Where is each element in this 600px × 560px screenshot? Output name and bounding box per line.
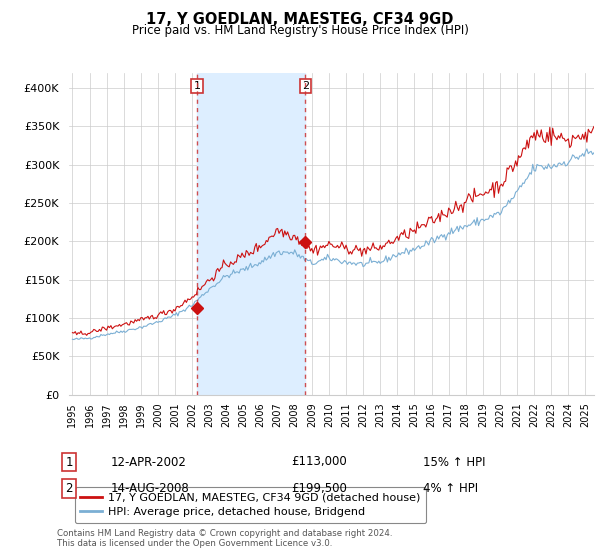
Text: 14-AUG-2008: 14-AUG-2008: [111, 482, 190, 496]
Text: Price paid vs. HM Land Registry's House Price Index (HPI): Price paid vs. HM Land Registry's House …: [131, 24, 469, 37]
Legend: 17, Y GOEDLAN, MAESTEG, CF34 9GD (detached house), HPI: Average price, detached : 17, Y GOEDLAN, MAESTEG, CF34 9GD (detach…: [74, 487, 426, 523]
Text: 12-APR-2002: 12-APR-2002: [111, 455, 187, 469]
Text: 17, Y GOEDLAN, MAESTEG, CF34 9GD: 17, Y GOEDLAN, MAESTEG, CF34 9GD: [146, 12, 454, 27]
Text: Contains HM Land Registry data © Crown copyright and database right 2024.
This d: Contains HM Land Registry data © Crown c…: [57, 529, 392, 548]
Text: 1: 1: [193, 81, 200, 91]
Text: 15% ↑ HPI: 15% ↑ HPI: [423, 455, 485, 469]
Bar: [197, 73, 305, 395]
Text: £113,000: £113,000: [291, 455, 347, 469]
Text: 2: 2: [302, 81, 309, 91]
Text: £199,500: £199,500: [291, 482, 347, 496]
Text: 2: 2: [65, 482, 73, 496]
Text: 1: 1: [65, 455, 73, 469]
Text: 4% ↑ HPI: 4% ↑ HPI: [423, 482, 478, 496]
